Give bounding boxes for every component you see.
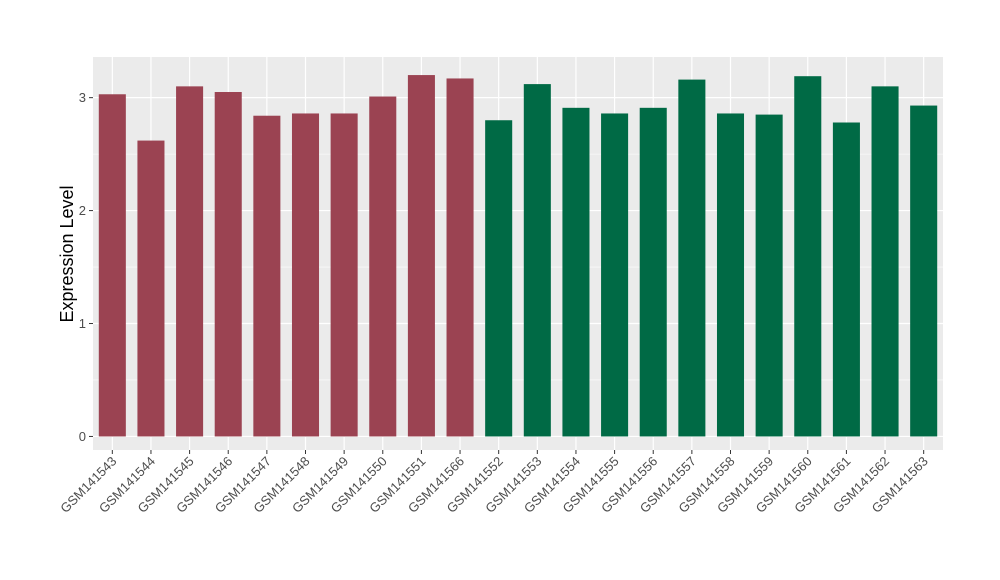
bar-GSM141558 [716, 113, 745, 437]
y-tick-label: 3 [79, 90, 86, 105]
bar-GSM141562 [871, 86, 899, 437]
x-axis: GSM141543GSM141544GSM141545GSM141546GSM1… [57, 450, 931, 516]
y-tick-label: 0 [79, 429, 86, 444]
y-axis: 0 1 2 3 [79, 90, 93, 444]
bar-GSM141554 [562, 107, 590, 437]
bar-GSM141561 [832, 122, 860, 437]
bars [98, 75, 938, 437]
bar-GSM141555 [601, 113, 629, 437]
bar-GSM141553 [523, 84, 551, 437]
bar-GSM141546 [214, 92, 242, 437]
y-tick-label: 1 [79, 316, 86, 331]
bar-GSM141557 [678, 79, 706, 437]
bar-GSM141548 [291, 113, 320, 437]
bar-GSM141550 [369, 96, 397, 437]
bar-GSM141552 [485, 120, 513, 437]
bar-GSM141563 [910, 105, 938, 437]
y-axis-title: Expression Level [57, 185, 77, 322]
bar-GSM141556 [639, 107, 667, 437]
bar-GSM141547 [253, 115, 281, 437]
bar-GSM141545 [176, 86, 204, 437]
bar-GSM141549 [330, 113, 358, 437]
bar-GSM141560 [794, 76, 822, 437]
bar-GSM141551 [407, 75, 435, 437]
bar-GSM141544 [137, 140, 165, 437]
bar-GSM141559 [755, 114, 783, 437]
bar-GSM141543 [98, 94, 126, 437]
y-tick-label: 2 [79, 203, 86, 218]
bar-GSM141566 [446, 78, 474, 437]
